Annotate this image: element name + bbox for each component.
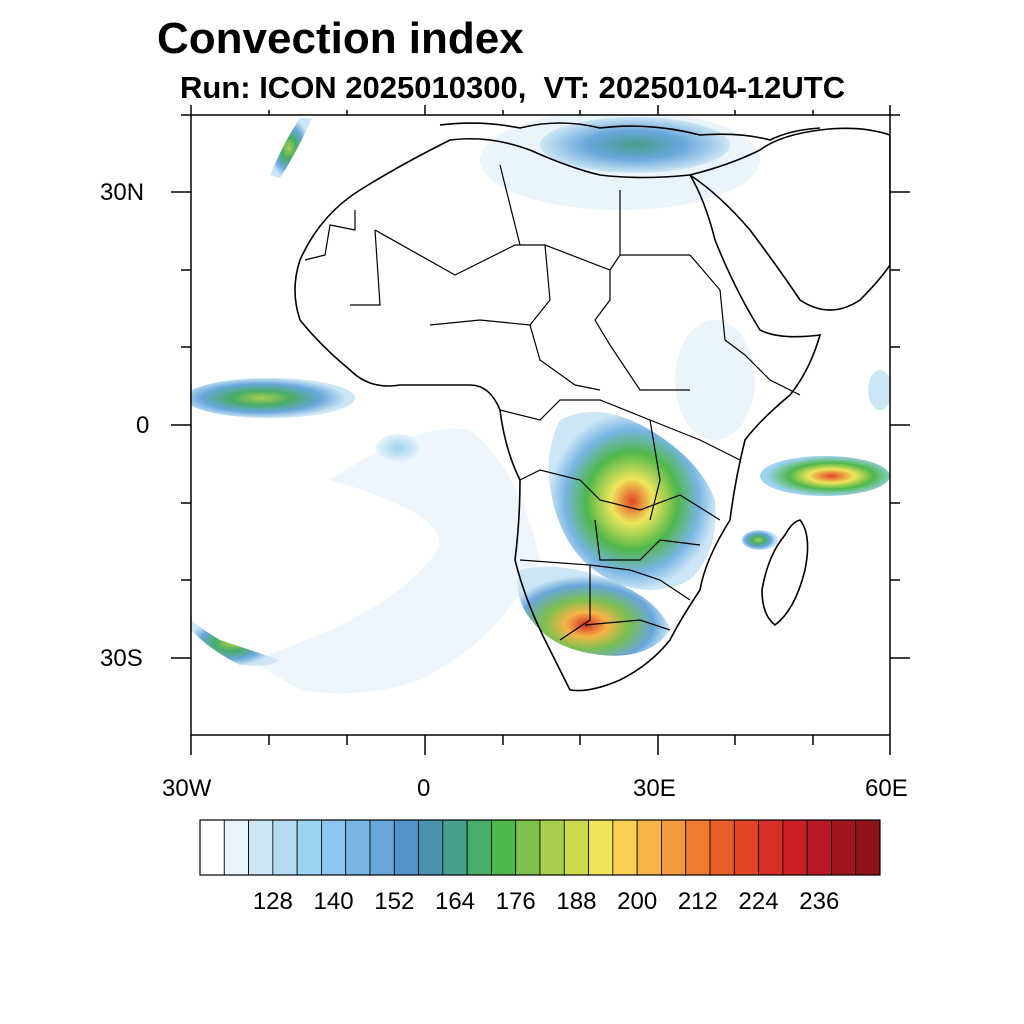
border-11: [594, 519, 701, 561]
colorbar-swatch: [223, 819, 249, 876]
colorbar-swatch: [199, 819, 225, 876]
colorbar-swatch: [491, 819, 517, 876]
colorbar-label: 212: [677, 888, 718, 915]
colorbar-swatch: [661, 819, 687, 876]
field-nw-streak: [270, 118, 312, 178]
page-title: Convection index: [157, 14, 524, 63]
madagascar-coastline: [761, 519, 809, 627]
colorbar-swatch: [636, 819, 662, 876]
colorbar-swatch: [685, 819, 711, 876]
colorbar-swatch: [466, 819, 492, 876]
colorbar-swatch: [709, 819, 735, 876]
colorbar-swatch: [539, 819, 565, 876]
colorbar-swatch: [393, 819, 419, 876]
field-sw-band: [191, 620, 280, 666]
border-2: [350, 229, 381, 306]
border-14: [584, 619, 671, 631]
colorbar-swatch: [733, 819, 759, 876]
colorbar-swatch: [588, 819, 614, 876]
colorbar-swatch: [418, 819, 444, 876]
colorbar-swatch: [806, 819, 832, 876]
colorbar-label: 140: [313, 888, 354, 915]
colorbar-swatch: [782, 819, 808, 876]
colorbar-swatch: [272, 819, 298, 876]
lon-label-60e: 60E: [865, 775, 908, 802]
colorbar-swatch: [248, 819, 274, 876]
border-1: [304, 210, 356, 261]
colorbar-swatch: [855, 819, 881, 876]
field-central-africa: [548, 412, 716, 590]
colorbar-label: 224: [738, 888, 779, 915]
border-12: [519, 559, 591, 641]
field-indian-ocean: [760, 456, 890, 496]
lon-label-0: 0: [417, 775, 431, 802]
field-mozambique-patch: [742, 530, 778, 550]
colorbar-label: 164: [434, 888, 476, 915]
colorbar-swatch: [321, 819, 347, 876]
convection-field: [191, 115, 890, 694]
lat-label-30s: 30S: [100, 645, 143, 672]
field-southern-africa: [517, 566, 670, 656]
colorbar: [199, 819, 881, 876]
map-area: [191, 115, 890, 735]
page-subtitle: Run: ICON 2025010300, VT: 20250104-12UTC: [180, 70, 846, 105]
axis-ticks: [171, 105, 910, 755]
field-gulf-patch: [376, 434, 420, 462]
border-9: [429, 319, 531, 326]
colorbar-label: 152: [374, 888, 415, 915]
africa-coastline: [294, 137, 822, 692]
border-15: [499, 399, 741, 461]
colorbar-swatch: [296, 819, 322, 876]
colorbar-swatch: [442, 819, 468, 876]
colorbar-outline: [199, 819, 881, 876]
lat-label-30n: 30N: [100, 179, 145, 206]
border-16: [649, 419, 661, 521]
lat-label-0: 0: [136, 412, 150, 439]
colorbar-swatch: [758, 819, 784, 876]
border-4: [499, 164, 521, 246]
colorbar-label: 188: [556, 888, 597, 915]
colorbar-swatch: [563, 819, 589, 876]
europe-coastline: [439, 122, 821, 141]
colorbar-swatch: [345, 819, 371, 876]
border-8: [689, 254, 801, 396]
lon-label-30e: 30E: [633, 775, 676, 802]
border-6: [529, 244, 601, 391]
colorbar-label: 128: [252, 888, 293, 915]
colorbar-swatch: [515, 819, 541, 876]
field-haze-ethiopia: [675, 320, 755, 440]
colorbar-swatch: [831, 819, 857, 876]
colorbar-swatch: [612, 819, 638, 876]
country-borders: [304, 164, 801, 641]
lon-label-30w: 30W: [162, 775, 212, 802]
border-13: [589, 564, 691, 601]
colorbar-label: 200: [617, 888, 658, 915]
field-haze-atlantic: [250, 428, 540, 694]
border-10: [519, 469, 721, 521]
field-east-edge: [868, 370, 890, 410]
border-7: [594, 270, 690, 391]
colorbar-label: 236: [799, 888, 840, 915]
field-equatorial-atlantic: [191, 378, 355, 418]
arabia-coastline: [688, 127, 890, 311]
colorbar-label: 176: [495, 888, 536, 915]
colorbar-swatch: [369, 819, 395, 876]
coastlines: [294, 122, 890, 692]
